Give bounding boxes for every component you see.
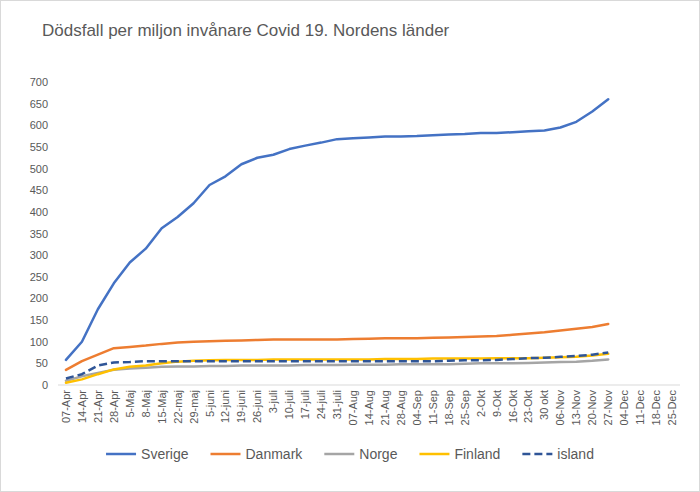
x-tick-label: 04-Dec — [618, 390, 630, 426]
y-tick-label: 150 — [30, 314, 48, 326]
legend-item: Danmark — [211, 446, 304, 462]
legend-label: Norge — [359, 446, 397, 462]
x-tick-label: 12-juni — [219, 390, 231, 423]
x-tick-label: 31-juli — [331, 390, 343, 419]
x-tick-label: 3-juli — [267, 390, 279, 413]
legend-item: island — [522, 446, 594, 462]
x-tick-label: 19-juni — [235, 390, 247, 423]
x-tick-label: 5-Maj — [124, 390, 136, 418]
x-tick-label: 14-Aug — [363, 390, 375, 425]
y-tick-label: 400 — [30, 206, 48, 218]
x-tick-label: 11-Dec — [634, 390, 646, 425]
x-tick-label: 18-Dec — [650, 390, 662, 426]
x-tick-label: 2-Okt — [475, 390, 487, 417]
legend-item: Finland — [419, 446, 500, 462]
x-tick-label: 17-juli — [299, 390, 311, 419]
x-tick-label: 25-Sep — [459, 390, 471, 425]
x-axis — [58, 385, 680, 386]
y-tick-label: 550 — [30, 141, 48, 153]
x-tick-label: 11-Sep — [427, 390, 439, 425]
y-tick-label: 650 — [30, 98, 48, 110]
legend-label: island — [557, 446, 594, 462]
x-tick-label: 22-maj — [172, 390, 184, 424]
y-tick-label: 300 — [30, 249, 48, 261]
x-tick-label: 8-Maj — [140, 390, 152, 418]
y-tick-label: 350 — [30, 228, 48, 240]
title: Dödsfall per miljon invånare Covid 19. N… — [42, 21, 450, 40]
y-tick-label: 250 — [30, 271, 48, 283]
x-tick-label: 07-Apr — [60, 390, 72, 423]
x-tick-label: 27-Nov — [602, 390, 614, 426]
y-tick-label: 50 — [36, 357, 48, 369]
x-tick-label: 9-Okt — [491, 390, 503, 417]
x-tick-label: 10-juli — [283, 390, 295, 419]
legend-swatch — [419, 453, 449, 456]
y-tick-label: 700 — [30, 76, 48, 88]
y-tick-label: 100 — [30, 336, 48, 348]
legend-swatch — [522, 453, 552, 456]
x-tick-label: 23-Okt — [522, 390, 534, 423]
x-tick-label: 06-Nov — [554, 390, 566, 426]
chart: Dödsfall per miljon invånare Covid 19. N… — [0, 0, 700, 492]
x-tick-label: 28-Apr — [108, 390, 120, 423]
x-tick-label: 18-Sep — [443, 390, 455, 425]
series-line — [66, 353, 608, 379]
x-tick-label: 5-juni — [204, 390, 216, 417]
x-tick-label: 21-Apr — [92, 390, 104, 423]
legend: Sverige Danmark Norge Finland island — [106, 446, 594, 462]
series-line — [66, 359, 608, 380]
y-tick-label: 500 — [30, 163, 48, 175]
legend-label: Sverige — [141, 446, 189, 462]
legend-swatch — [324, 453, 354, 456]
x-tick-label: 28-Aug — [395, 390, 407, 425]
y-tick-label: 0 — [42, 379, 48, 391]
x-tick-label: 14-Apr — [76, 390, 88, 423]
x-tick-label: 07-Aug — [347, 390, 359, 425]
series-line — [66, 354, 608, 383]
chart-frame — [1, 1, 700, 492]
legend-item: Sverige — [106, 446, 189, 462]
plot-area — [66, 99, 608, 383]
legend-swatch — [106, 453, 136, 456]
x-tick-label: 21-Aug — [379, 390, 391, 425]
x-tick-label: 04-Sep — [411, 390, 423, 425]
x-tick-label: 13-Nov — [570, 390, 582, 426]
x-tick-label: 16-Okt — [507, 390, 519, 423]
legend-label: Finland — [454, 446, 500, 462]
x-tick-label: 20-Nov — [586, 390, 598, 426]
x-tick-label: 29-maj — [188, 390, 200, 424]
x-tick-label: 24-juli — [315, 390, 327, 419]
y-tick-label: 200 — [30, 292, 48, 304]
series-line — [66, 99, 608, 360]
x-tick-label: 30 okt — [538, 390, 550, 420]
y-tick-label: 600 — [30, 119, 48, 131]
legend-item: Norge — [324, 446, 397, 462]
x-tick-label: 15-Maj — [156, 390, 168, 424]
x-tick-label: 26-juni — [251, 390, 263, 423]
legend-label: Danmark — [246, 446, 304, 462]
y-tick-label: 450 — [30, 184, 48, 196]
legend-swatch — [211, 453, 241, 456]
x-tick-label: 25-Dec — [666, 390, 678, 426]
